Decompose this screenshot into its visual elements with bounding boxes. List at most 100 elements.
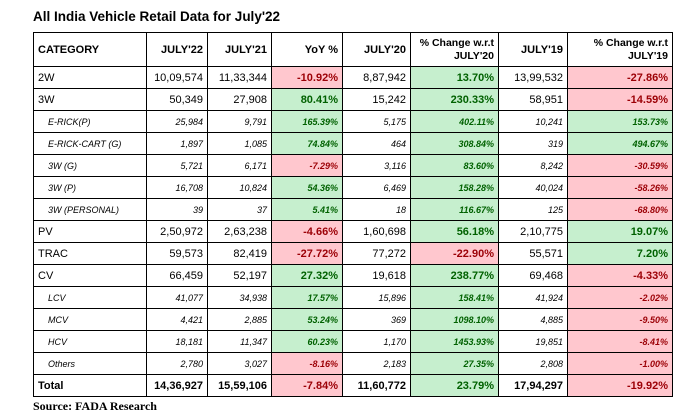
table-cell: -27.72%	[271, 242, 343, 265]
header-cell: % Change w.r.t JULY'20	[410, 32, 499, 67]
table-cell: 53.24%	[271, 308, 343, 331]
table-cell: -68.80%	[567, 198, 673, 221]
table-row: 3W (P) 16,708 10,824 54.36% 6,469 158.28% 40,0…	[33, 176, 673, 199]
table-cell: 41,077	[146, 286, 208, 309]
table-cell: 494.67%	[567, 132, 673, 155]
table-cell: 60.23%	[271, 330, 343, 353]
table-cell: 15,59,106	[207, 374, 272, 397]
table-cell: 74.84%	[271, 132, 343, 155]
table-cell: 1098.10%	[410, 308, 499, 331]
table-row: MCV 4,421 2,885 53.24% 369 1098.10% 4,885 -9.50…	[33, 308, 673, 331]
table-cell: 25,984	[146, 110, 208, 133]
table-row: PV 2,50,972 2,63,238 -4.66% 1,60,698 56.18% 2,…	[33, 220, 673, 243]
table-cell: -8.16%	[271, 352, 343, 375]
table-row: 3W (PERSONAL) 39 37 5.41% 18 116.67% 125 -68.80…	[33, 198, 673, 221]
source: Source: FADA Research	[33, 399, 157, 413]
table-cell: 27.32%	[271, 264, 343, 287]
table-cell: 13.70%	[410, 66, 499, 89]
table-cell: 1,60,698	[342, 220, 411, 243]
table-cell: 17.57%	[271, 286, 343, 309]
table-cell: 2,50,972	[146, 220, 208, 243]
table-cell: 19.07%	[567, 220, 673, 243]
header-cell: % Change w.r.t JULY'19	[567, 32, 673, 67]
table-cell: 17,94,297	[498, 374, 568, 397]
table-body: 2W 10,09,574 11,33,344 -10.92% 8,87,942 13.70…	[33, 66, 673, 397]
table-cell: 165.39%	[271, 110, 343, 133]
table-cell: CV	[33, 264, 147, 287]
table-cell: 13,99,532	[498, 66, 568, 89]
header-cell: YoY %	[271, 32, 343, 67]
table-cell: 18	[342, 198, 411, 221]
table-cell: 8,87,942	[342, 66, 411, 89]
table-row: CV 66,459 52,197 27.32% 19,618 238.77% 69,468-…	[33, 264, 673, 287]
table-cell: 5,175	[342, 110, 411, 133]
table-cell: 116.67%	[410, 198, 499, 221]
table-cell: 23.79%	[410, 374, 499, 397]
table-cell: E-RICK-CART (G)	[33, 132, 147, 155]
table-cell: 66,459	[146, 264, 208, 287]
table-cell: 11,33,344	[207, 66, 272, 89]
table-cell: 230.33%	[410, 88, 499, 111]
table-cell: 52,197	[207, 264, 272, 287]
table-cell: 9,791	[207, 110, 272, 133]
table-cell: 369	[342, 308, 411, 331]
table-cell: 1,170	[342, 330, 411, 353]
table-cell: 4,885	[498, 308, 568, 331]
table-cell: 15,896	[342, 286, 411, 309]
table-cell: 158.41%	[410, 286, 499, 309]
table-cell: 402.11%	[410, 110, 499, 133]
table-cell: 80.41%	[271, 88, 343, 111]
table-cell: -9.50%	[567, 308, 673, 331]
table-cell: 37	[207, 198, 272, 221]
table-cell: 14,36,927	[146, 374, 208, 397]
table-cell: 153.73%	[567, 110, 673, 133]
table-cell: 10,824	[207, 176, 272, 199]
table-cell: 55,571	[498, 242, 568, 265]
table-cell: 77,272	[342, 242, 411, 265]
table-cell: 1,085	[207, 132, 272, 155]
table-row: Others 2,780 3,027 -8.16% 2,183 27.35% 2,808 -1…	[33, 352, 673, 375]
table-cell: -4.33%	[567, 264, 673, 287]
table-cell: 34,938	[207, 286, 272, 309]
table-cell: 19,851	[498, 330, 568, 353]
table-row: E-RICK(P) 25,984 9,791 165.39% 5,175 402.11% 1…	[33, 110, 673, 133]
table-cell: 2,10,775	[498, 220, 568, 243]
table-cell: Others	[33, 352, 147, 375]
table-cell: 3W (G)	[33, 154, 147, 177]
table-cell: 58,951	[498, 88, 568, 111]
table-cell: 3,027	[207, 352, 272, 375]
table-cell: -22.90%	[410, 242, 499, 265]
table-cell: 2,885	[207, 308, 272, 331]
table-cell: 18,181	[146, 330, 208, 353]
table-cell: -30.59%	[567, 154, 673, 177]
table-cell: 2W	[33, 66, 147, 89]
table-cell: 3W	[33, 88, 147, 111]
table-cell: -14.59%	[567, 88, 673, 111]
table-cell: 3W (P)	[33, 176, 147, 199]
table-cell: 5.41%	[271, 198, 343, 221]
table-cell: 15,242	[342, 88, 411, 111]
table-cell: -19.92%	[567, 374, 673, 397]
title: All India Vehicle Retail Data for July'2…	[33, 9, 281, 24]
table-cell: 27,908	[207, 88, 272, 111]
data-table: CATEGORY JULY'22 JULY'21 YoY % JULY'20% Chan…	[33, 32, 673, 397]
table-cell: -10.92%	[271, 66, 343, 89]
table-cell: PV	[33, 220, 147, 243]
header-cell: CATEGORY	[33, 32, 147, 67]
table-cell: 308.84%	[410, 132, 499, 155]
table-cell: 41,924	[498, 286, 568, 309]
table-cell: 83.60%	[410, 154, 499, 177]
table-cell: 125	[498, 198, 568, 221]
table-cell: 2,63,238	[207, 220, 272, 243]
table-cell: 319	[498, 132, 568, 155]
table-cell: -4.66%	[271, 220, 343, 243]
table-cell: TRAC	[33, 242, 147, 265]
table-cell: 54.36%	[271, 176, 343, 199]
table-cell: 5,721	[146, 154, 208, 177]
table-cell: MCV	[33, 308, 147, 331]
table-cell: 1453.93%	[410, 330, 499, 353]
table-row: HCV 18,181 11,347 60.23% 1,170 1453.93% 19,851…	[33, 330, 673, 353]
table-row: 3W (G) 5,721 6,171 -7.29% 3,116 83.60% 8,242 -3…	[33, 154, 673, 177]
table-cell: Total	[33, 374, 147, 397]
